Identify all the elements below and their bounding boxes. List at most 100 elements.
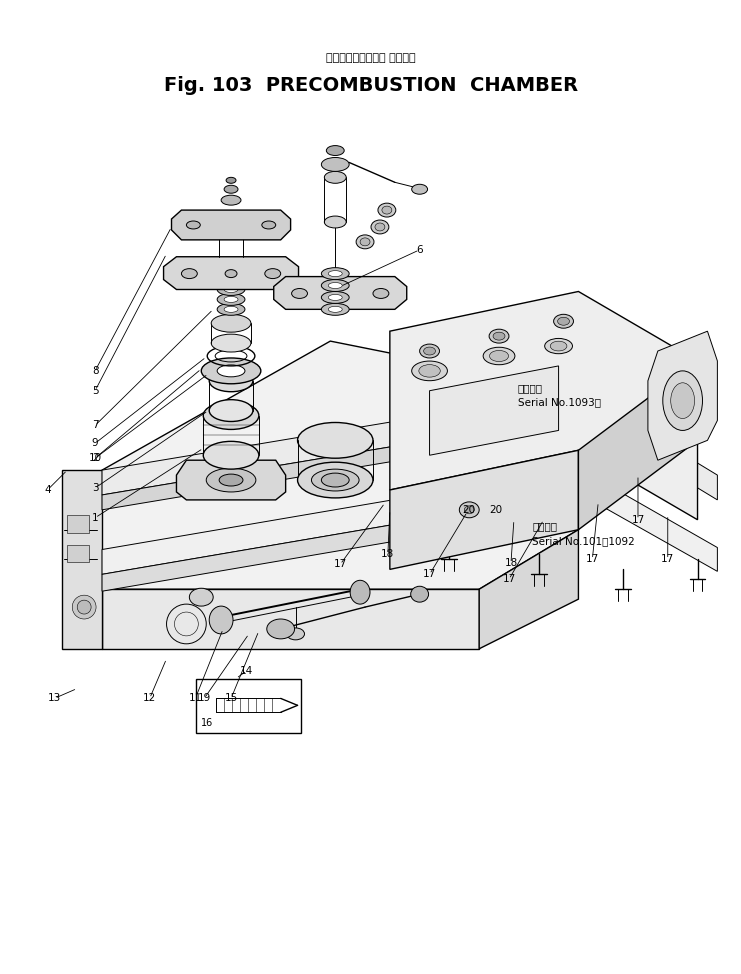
Ellipse shape: [545, 338, 573, 354]
Ellipse shape: [211, 334, 251, 352]
Polygon shape: [390, 291, 697, 520]
Ellipse shape: [465, 506, 474, 514]
Ellipse shape: [328, 282, 342, 288]
Text: 18: 18: [381, 549, 394, 559]
Ellipse shape: [203, 401, 259, 430]
Ellipse shape: [322, 158, 349, 171]
Ellipse shape: [311, 469, 359, 491]
Ellipse shape: [209, 606, 233, 634]
Ellipse shape: [322, 280, 349, 291]
Ellipse shape: [375, 223, 385, 231]
Bar: [67, 544, 89, 562]
Ellipse shape: [182, 269, 197, 279]
Text: 1: 1: [92, 512, 99, 523]
Ellipse shape: [662, 371, 702, 431]
Text: 3: 3: [92, 483, 99, 493]
Text: 6: 6: [416, 244, 423, 255]
Ellipse shape: [219, 216, 243, 228]
Ellipse shape: [225, 270, 237, 278]
Ellipse shape: [211, 315, 251, 332]
Text: 18: 18: [505, 558, 517, 569]
Text: 17: 17: [333, 559, 347, 570]
Text: 17: 17: [423, 570, 436, 580]
Ellipse shape: [412, 184, 428, 194]
Ellipse shape: [554, 315, 574, 328]
Ellipse shape: [551, 341, 567, 351]
Text: 20: 20: [489, 505, 502, 515]
Polygon shape: [102, 391, 717, 500]
Ellipse shape: [490, 351, 508, 361]
Ellipse shape: [483, 348, 515, 364]
Text: 10: 10: [88, 453, 102, 464]
Text: 5: 5: [92, 386, 99, 395]
Ellipse shape: [328, 294, 342, 300]
Text: 17: 17: [661, 554, 674, 565]
Text: Fig. 103  PRECOMBUSTION  CHAMBER: Fig. 103 PRECOMBUSTION CHAMBER: [164, 76, 578, 94]
Ellipse shape: [671, 383, 694, 419]
Ellipse shape: [378, 204, 396, 217]
Polygon shape: [579, 361, 697, 530]
Ellipse shape: [73, 595, 96, 619]
Text: 13: 13: [47, 693, 61, 703]
Text: 20: 20: [462, 505, 476, 515]
Ellipse shape: [224, 307, 238, 313]
Ellipse shape: [489, 329, 509, 343]
Ellipse shape: [459, 502, 479, 518]
Ellipse shape: [328, 307, 342, 313]
Text: 17: 17: [585, 554, 599, 565]
Ellipse shape: [77, 600, 91, 614]
Ellipse shape: [206, 468, 256, 492]
Ellipse shape: [217, 293, 245, 306]
Polygon shape: [648, 331, 717, 460]
Ellipse shape: [209, 370, 253, 392]
Text: 2: 2: [92, 453, 99, 464]
Text: 12: 12: [143, 693, 156, 703]
Polygon shape: [62, 470, 102, 649]
Polygon shape: [176, 460, 285, 500]
Ellipse shape: [411, 586, 428, 602]
Ellipse shape: [203, 441, 259, 469]
Ellipse shape: [217, 303, 245, 316]
Ellipse shape: [219, 474, 243, 486]
Text: 16: 16: [202, 718, 213, 729]
Text: 適用号機
Serial No.101～1092: 適用号機 Serial No.101～1092: [532, 521, 635, 545]
Polygon shape: [430, 366, 559, 455]
Ellipse shape: [322, 473, 349, 487]
Ellipse shape: [412, 361, 448, 381]
Polygon shape: [102, 468, 717, 575]
Text: 14: 14: [240, 665, 253, 676]
Polygon shape: [102, 341, 579, 589]
Ellipse shape: [419, 364, 440, 377]
Ellipse shape: [326, 145, 345, 156]
Text: 19: 19: [198, 693, 211, 703]
Text: 17: 17: [502, 575, 516, 584]
Ellipse shape: [190, 588, 213, 606]
Ellipse shape: [356, 235, 374, 248]
Text: プリコンバッション チャンバ: プリコンバッション チャンバ: [326, 54, 416, 63]
Polygon shape: [390, 450, 579, 570]
Polygon shape: [102, 493, 579, 591]
Ellipse shape: [226, 177, 236, 183]
Text: 11: 11: [189, 693, 202, 703]
Ellipse shape: [424, 347, 436, 355]
Ellipse shape: [493, 332, 505, 340]
Ellipse shape: [298, 463, 373, 498]
Ellipse shape: [322, 268, 349, 280]
Text: 4: 4: [44, 485, 50, 495]
Ellipse shape: [419, 344, 439, 358]
Ellipse shape: [371, 220, 389, 234]
Ellipse shape: [557, 318, 570, 325]
Text: 8: 8: [92, 366, 99, 376]
Ellipse shape: [298, 423, 373, 458]
Ellipse shape: [382, 206, 392, 214]
Text: 7: 7: [92, 421, 99, 431]
Ellipse shape: [287, 628, 305, 640]
Ellipse shape: [187, 221, 200, 229]
Ellipse shape: [292, 288, 308, 298]
Ellipse shape: [322, 291, 349, 303]
Ellipse shape: [209, 399, 253, 422]
Ellipse shape: [322, 303, 349, 316]
Polygon shape: [164, 257, 299, 289]
Bar: [196, 679, 301, 733]
Ellipse shape: [360, 238, 370, 245]
